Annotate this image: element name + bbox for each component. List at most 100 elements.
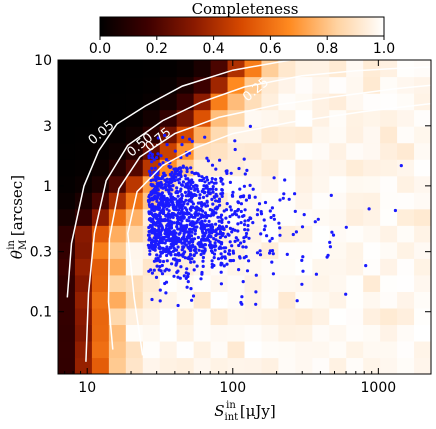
source-point bbox=[229, 208, 233, 212]
heatmap-cell bbox=[261, 340, 280, 359]
source-point bbox=[193, 172, 197, 176]
source-point bbox=[254, 302, 258, 306]
heatmap-cell bbox=[142, 109, 161, 127]
source-point bbox=[291, 232, 295, 237]
heatmap-cell bbox=[329, 241, 347, 259]
source-point bbox=[164, 213, 168, 218]
source-point bbox=[233, 147, 237, 152]
source-point bbox=[165, 245, 169, 249]
source-point bbox=[152, 209, 156, 213]
source-point bbox=[176, 269, 180, 273]
source-point bbox=[161, 161, 165, 165]
source-point bbox=[149, 193, 153, 197]
source-point bbox=[218, 225, 222, 229]
heatmap-cell bbox=[108, 225, 127, 243]
x-axis-label-main: S bbox=[214, 402, 224, 420]
heatmap-cell bbox=[176, 291, 195, 309]
heatmap-cell bbox=[312, 142, 330, 160]
source-point bbox=[219, 252, 223, 256]
source-point bbox=[164, 239, 169, 243]
heatmap-cell bbox=[142, 274, 161, 292]
source-point bbox=[152, 215, 156, 219]
heatmap-cell bbox=[193, 274, 212, 292]
heatmap-cell bbox=[58, 274, 76, 292]
heatmap-cell bbox=[125, 93, 144, 111]
heatmap-cell bbox=[244, 241, 263, 259]
heatmap-cell bbox=[176, 109, 195, 127]
heatmap-cell bbox=[312, 324, 330, 342]
heatmap-cell bbox=[142, 340, 161, 359]
source-point bbox=[175, 258, 179, 262]
source-point bbox=[186, 194, 190, 198]
source-point bbox=[150, 156, 154, 160]
heatmap-cell bbox=[380, 175, 398, 193]
source-point bbox=[184, 177, 188, 181]
heatmap-cell bbox=[380, 93, 398, 111]
heatmap-cell bbox=[363, 126, 381, 144]
heatmap-cell bbox=[108, 291, 127, 309]
source-point bbox=[210, 163, 215, 167]
y-axis-label-sup: in bbox=[6, 240, 17, 250]
source-point bbox=[169, 192, 173, 196]
source-point bbox=[158, 299, 162, 303]
source-point bbox=[203, 225, 207, 229]
source-point bbox=[211, 190, 215, 194]
heatmap-cell bbox=[363, 208, 381, 226]
source-point bbox=[300, 258, 304, 262]
heatmap-cell bbox=[108, 159, 127, 177]
source-point bbox=[174, 237, 178, 241]
source-point bbox=[207, 191, 211, 195]
source-point bbox=[160, 272, 165, 276]
source-point bbox=[155, 253, 159, 257]
heatmap-cell bbox=[295, 225, 313, 243]
heatmap-cell bbox=[193, 126, 212, 144]
source-point bbox=[344, 225, 348, 229]
heatmap-cell bbox=[193, 291, 212, 309]
source-point bbox=[153, 166, 157, 170]
source-point bbox=[187, 151, 192, 155]
source-point bbox=[200, 175, 204, 179]
heatmap-cell bbox=[295, 126, 313, 144]
source-point bbox=[233, 139, 237, 143]
x-axis-label-sub: int bbox=[225, 412, 239, 423]
source-point bbox=[277, 221, 281, 225]
source-point bbox=[185, 230, 189, 234]
source-point bbox=[174, 231, 178, 235]
source-point bbox=[185, 153, 189, 157]
heatmap-cell bbox=[278, 60, 296, 78]
heatmap-cell bbox=[244, 307, 263, 326]
source-point bbox=[179, 265, 183, 269]
source-point bbox=[294, 230, 298, 234]
heatmap-cell bbox=[414, 324, 431, 342]
colorbar-tick-label: 1.0 bbox=[373, 41, 395, 57]
source-point bbox=[195, 225, 199, 229]
source-point bbox=[218, 158, 222, 162]
source-point bbox=[183, 225, 187, 229]
heatmap-cell bbox=[295, 340, 313, 359]
heatmap-cell bbox=[125, 357, 144, 374]
source-point bbox=[163, 219, 167, 223]
source-point bbox=[162, 237, 166, 241]
source-point bbox=[161, 241, 165, 245]
source-point bbox=[185, 185, 189, 189]
source-point bbox=[164, 158, 169, 162]
heatmap-cell bbox=[193, 324, 212, 342]
heatmap-cell bbox=[363, 357, 381, 374]
heatmap-cell bbox=[91, 192, 110, 210]
heatmap-cell bbox=[261, 291, 280, 309]
source-point bbox=[278, 226, 282, 230]
heatmap-cell bbox=[329, 208, 347, 226]
source-point bbox=[192, 260, 196, 264]
source-point bbox=[214, 238, 218, 242]
source-point bbox=[245, 168, 249, 172]
heatmap-cell bbox=[397, 142, 415, 160]
heatmap-cell bbox=[58, 324, 76, 342]
heatmap-cell bbox=[380, 241, 398, 259]
source-point bbox=[242, 239, 246, 244]
source-point bbox=[148, 151, 152, 155]
source-point bbox=[165, 253, 169, 258]
source-point bbox=[157, 230, 161, 234]
source-point bbox=[220, 262, 224, 266]
scatter-points bbox=[146, 124, 403, 308]
source-point bbox=[314, 272, 318, 276]
